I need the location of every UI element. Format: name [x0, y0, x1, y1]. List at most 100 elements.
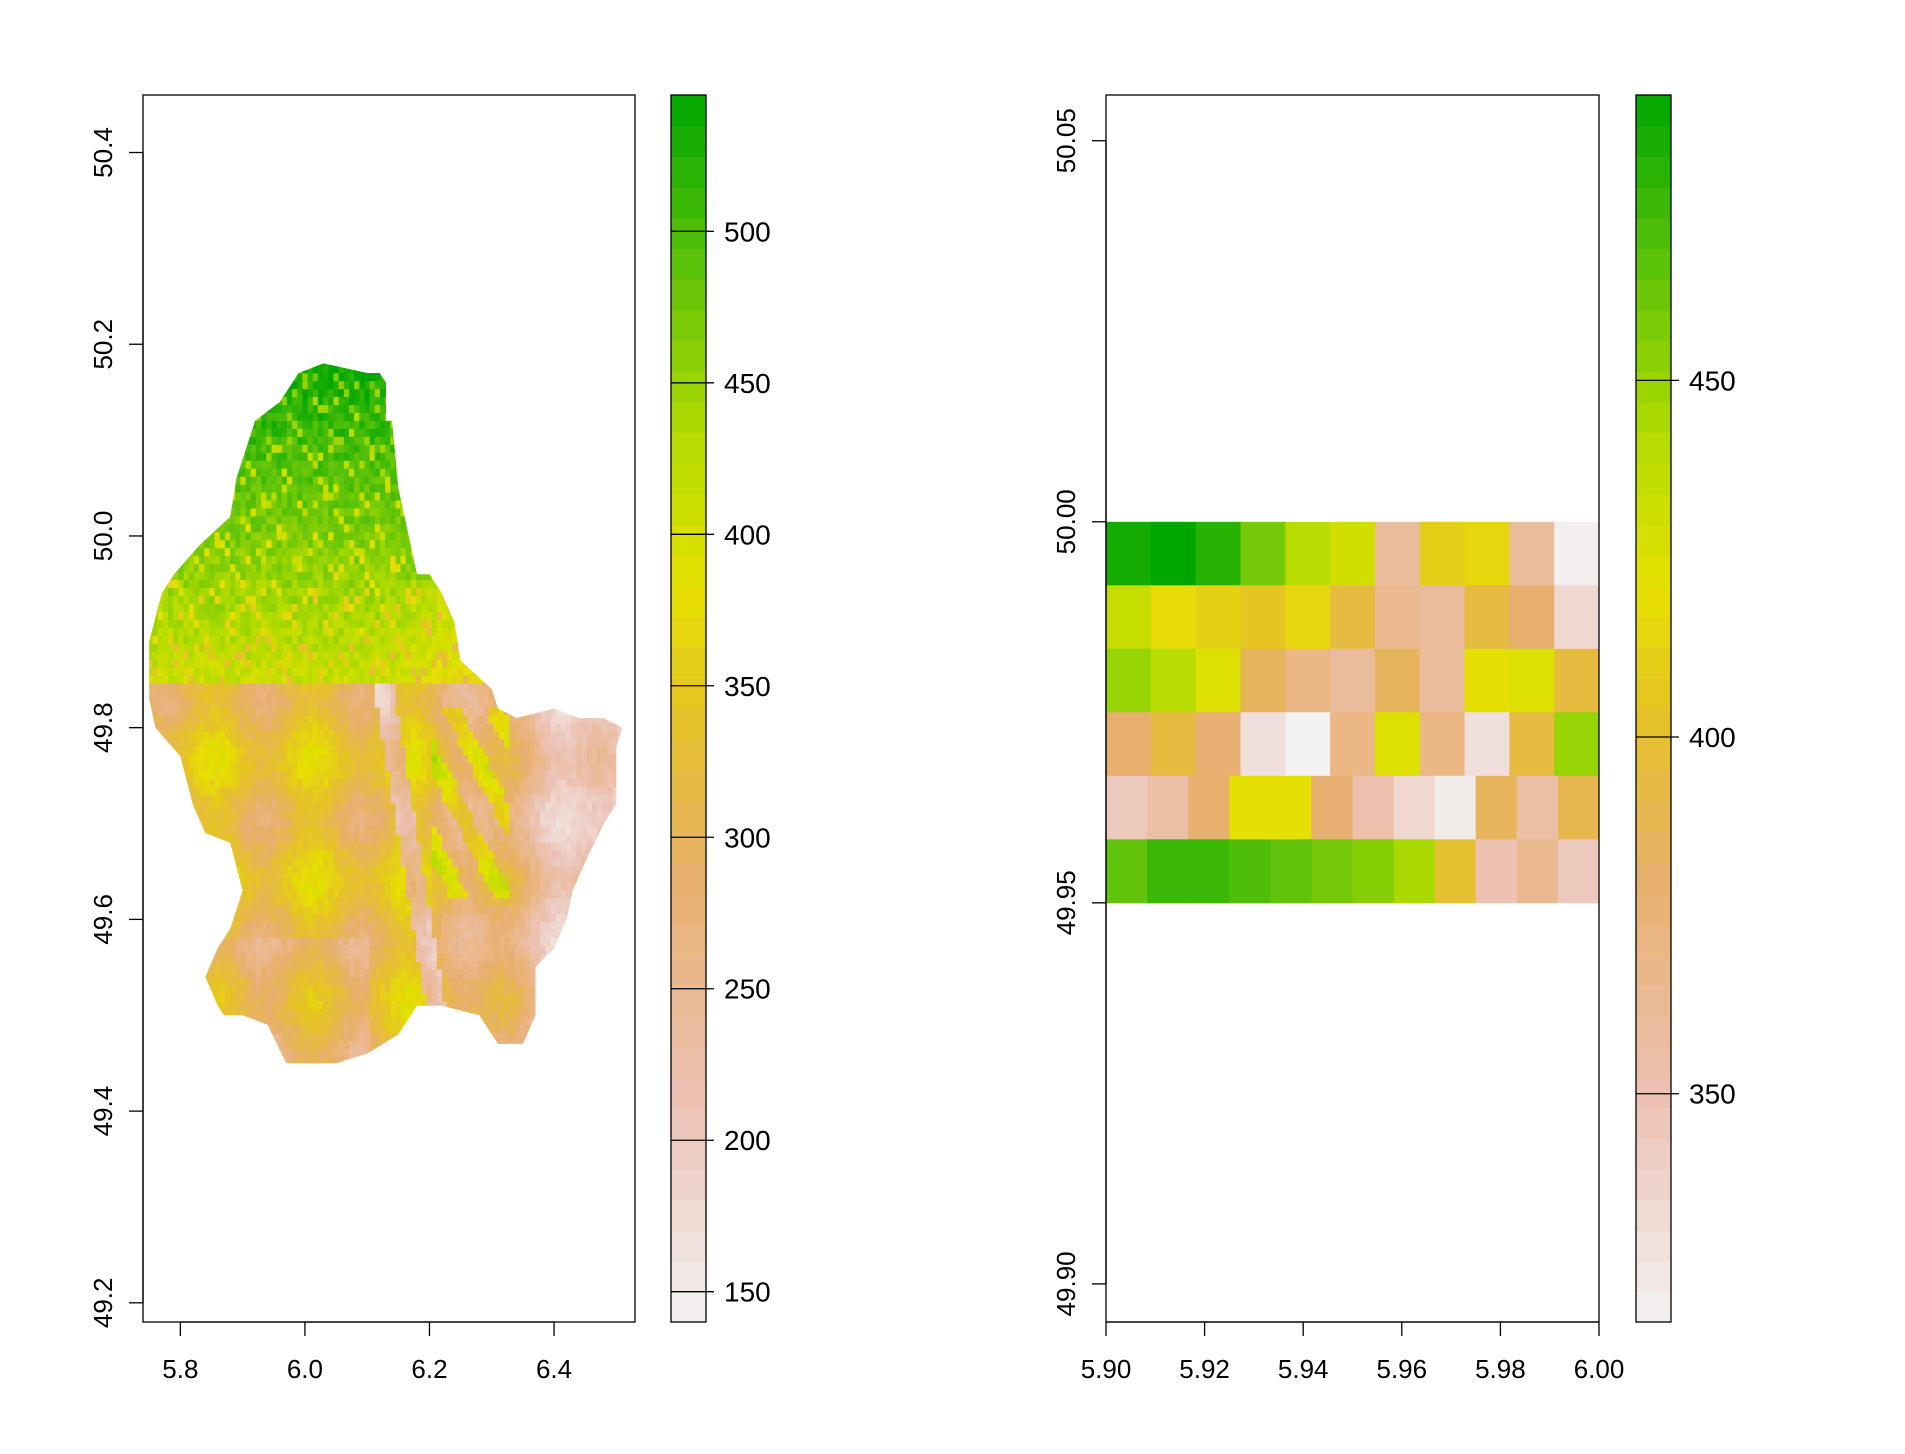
- colorbar-step: [671, 248, 706, 280]
- y-tick-label: 50.00: [1051, 489, 1081, 554]
- y-tick-label: 50.4: [88, 127, 118, 178]
- colorbar-step: [1636, 677, 1671, 710]
- colorbar-tick-label: 300: [724, 822, 771, 853]
- raster-cell: [1419, 585, 1465, 650]
- colorbar-step: [671, 861, 706, 894]
- raster-cell: [1147, 839, 1189, 904]
- colorbar-tick-label: 500: [724, 216, 771, 247]
- raster-cell: [1509, 712, 1555, 777]
- raster-cell: [1229, 775, 1271, 840]
- raster-cell: [1352, 839, 1395, 904]
- raster-cell: [1464, 585, 1510, 650]
- raster-cell: [1464, 521, 1510, 586]
- x-tick-label: 5.96: [1376, 1354, 1427, 1384]
- colorbar-step: [671, 1045, 706, 1078]
- raster-cell: [1240, 648, 1286, 713]
- colorbar-step: [1636, 739, 1671, 771]
- colorbar-tick-label: 250: [724, 974, 771, 1005]
- raster-cell: [1419, 712, 1465, 777]
- raster-cell: [1188, 775, 1230, 840]
- colorbar-step: [671, 923, 706, 955]
- raster-cell: [1330, 585, 1376, 650]
- raster-cell: [1516, 775, 1559, 840]
- colorbar-step: [1636, 279, 1671, 311]
- raster-cell: [1285, 712, 1331, 777]
- colorbar-step: [1636, 831, 1671, 863]
- y-tick-label: 50.05: [1051, 108, 1081, 173]
- raster-cell: [1509, 521, 1555, 586]
- colorbar-step: [671, 1137, 706, 1170]
- colorbar-tick-label: 350: [1689, 1079, 1736, 1110]
- raster-cell: [1393, 775, 1436, 840]
- x-tick-label: 6.0: [287, 1354, 323, 1384]
- raster-cell: [1475, 839, 1518, 904]
- raster-cell: [1150, 521, 1197, 586]
- y-tick-label: 49.2: [88, 1278, 118, 1329]
- colorbar-step: [671, 892, 706, 925]
- colorbar-step: [671, 187, 706, 219]
- raster-cell: [1106, 775, 1148, 840]
- colorbar-step: [671, 493, 706, 526]
- colorbar-step: [1636, 1291, 1671, 1323]
- colorbar-step: [671, 340, 706, 372]
- colorbar-step: [671, 1015, 706, 1047]
- raster-cell: [1554, 521, 1600, 586]
- colorbar-tick-label: 350: [724, 671, 771, 702]
- raster-cell: [1330, 712, 1376, 777]
- y-tick-label: 49.4: [88, 1086, 118, 1137]
- x-tick-label: 5.92: [1179, 1354, 1230, 1384]
- colorbar-tick-label: 400: [724, 519, 771, 550]
- raster-cell: [1195, 585, 1241, 650]
- colorbar-step: [1636, 1229, 1671, 1262]
- colorbar-step: [671, 585, 706, 618]
- raster-cell: [1150, 585, 1197, 650]
- colorbar-tick-label: 150: [724, 1277, 771, 1308]
- raster-cell: [1554, 585, 1600, 650]
- raster-cell: [1557, 839, 1600, 904]
- colorbar-step: [671, 524, 706, 556]
- colorbar-step: [1636, 248, 1671, 280]
- colorbar-step: [1636, 432, 1671, 464]
- raster-cell: [1330, 648, 1376, 713]
- x-tick-label: 6.4: [536, 1354, 572, 1384]
- cropped-raster-panel: 5.90 5.92 5.94 5.96 5.98 6.00 49.90 49.95 50.00…: [1051, 94, 1736, 1384]
- colorbar-step: [671, 769, 706, 802]
- raster-cell: [1270, 775, 1312, 840]
- raster-cell: [1374, 712, 1421, 777]
- raster-cell: [1270, 839, 1312, 904]
- raster-cell: [1509, 648, 1555, 713]
- colorbar-step: [1636, 892, 1671, 925]
- raster-cell: [1475, 775, 1518, 840]
- raster-cell: [1195, 648, 1241, 713]
- raster-cell: [1516, 839, 1559, 904]
- colorbar-step: [1636, 647, 1671, 679]
- colorbar-step: [1636, 1199, 1671, 1231]
- raster-cell: [1419, 648, 1465, 713]
- y-tick-label: 50.0: [88, 511, 118, 562]
- colorbar-step: [671, 309, 706, 342]
- colorbar-step: [671, 1291, 706, 1323]
- x-axis: 5.8 6.0 6.2 6.4: [162, 1321, 572, 1384]
- colorbar-step: [671, 1199, 706, 1231]
- elevation-raster: [149, 363, 623, 1064]
- colorbar-step: [671, 125, 706, 158]
- cropped-raster: [1106, 521, 1600, 904]
- y-tick-label: 49.95: [1051, 870, 1081, 935]
- raster-cell: [1147, 775, 1189, 840]
- raster-cell: [1509, 585, 1555, 650]
- raster-cell: [1106, 521, 1152, 586]
- raster-cell: [1374, 521, 1421, 586]
- colorbar-tick-label: 200: [724, 1125, 771, 1156]
- colorbar-step: [671, 95, 706, 127]
- raster-cell: [1106, 585, 1152, 650]
- colorbar-step: [671, 616, 706, 648]
- colorbar-step: [671, 677, 706, 710]
- colorbar-step: [671, 953, 706, 986]
- colorbar-step: [1636, 187, 1671, 219]
- colorbar-step: [1636, 125, 1671, 158]
- raster-cell: [1419, 521, 1465, 586]
- colorbar-step: [671, 708, 706, 740]
- y-axis: 49.90 49.95 50.00 50.05: [1051, 108, 1107, 1316]
- y-tick-label: 50.2: [88, 319, 118, 370]
